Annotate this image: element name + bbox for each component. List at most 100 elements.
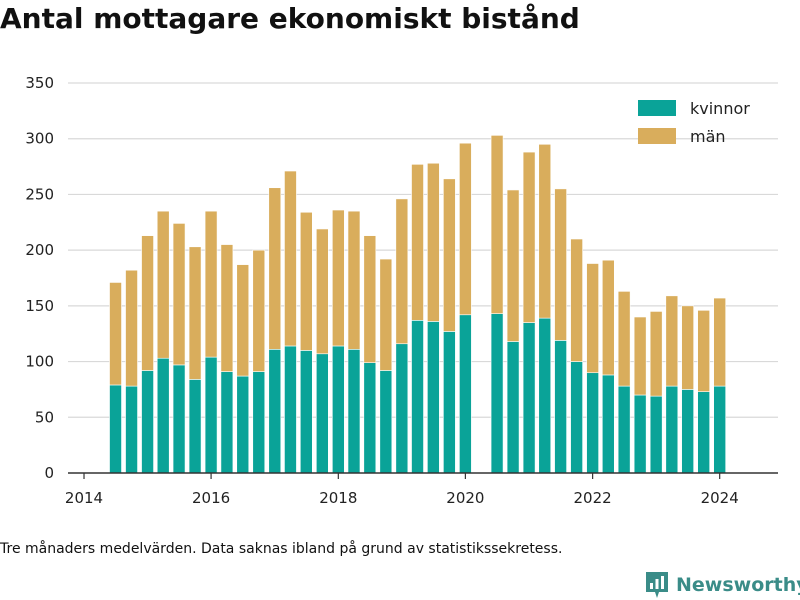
bar-kvinnor: [554, 340, 567, 474]
bar-man: [252, 249, 266, 372]
bar-man: [697, 310, 710, 392]
y-tick-label: 250: [25, 185, 54, 203]
bar-kvinnor: [633, 394, 647, 474]
bar-kvinnor: [538, 317, 552, 474]
bar-kvinnor: [236, 375, 250, 474]
bar-man: [156, 210, 170, 359]
bar-man: [268, 187, 282, 350]
legend-label: män: [690, 127, 726, 146]
bar-kvinnor: [347, 349, 361, 474]
bar-kvinnor: [252, 371, 266, 474]
bar-man: [649, 311, 663, 397]
bar-kvinnor: [681, 389, 694, 474]
bar-kvinnor: [713, 385, 726, 474]
bar-kvinnor: [220, 371, 234, 474]
bar-man: [172, 223, 186, 366]
bar-kvinnor: [109, 384, 122, 474]
bar-kvinnor: [649, 395, 663, 474]
bar-man: [236, 264, 250, 377]
newsworthy-logo-icon: [646, 572, 668, 598]
x-tick-label: 2016: [192, 489, 230, 507]
bar-kvinnor: [665, 385, 679, 474]
bar-man: [411, 164, 424, 321]
bar-kvinnor: [411, 320, 424, 474]
x-tick-label: 2018: [319, 489, 357, 507]
bar-man: [347, 210, 361, 350]
bar-man: [570, 238, 583, 362]
bar-man: [538, 143, 552, 319]
bar-kvinnor: [332, 345, 345, 474]
y-tick-label: 300: [25, 130, 54, 148]
bar-man: [713, 297, 726, 387]
y-tick-label: 0: [44, 464, 54, 482]
bar-kvinnor: [427, 321, 440, 474]
bar-man: [395, 198, 409, 345]
bar-man: [617, 291, 631, 387]
bar-kvinnor: [125, 385, 138, 474]
bar-man: [522, 151, 536, 323]
bar-man: [427, 162, 440, 322]
bar-kvinnor: [316, 353, 329, 474]
bar-kvinnor: [395, 343, 409, 474]
bar-kvinnor: [601, 374, 615, 474]
bar-kvinnor: [284, 345, 297, 474]
legend-label: kvinnor: [690, 99, 750, 118]
bar-man: [665, 295, 679, 387]
bar-man: [443, 178, 456, 332]
bar-man: [506, 189, 520, 342]
bar-kvinnor: [299, 350, 313, 474]
brand-logo[interactable]: Newsworthy: [644, 570, 800, 600]
bar-man: [363, 235, 377, 363]
bar-man: [586, 263, 599, 374]
bar-kvinnor: [506, 341, 520, 474]
bar-man: [109, 282, 122, 386]
bar-man: [125, 269, 138, 387]
bar-man: [633, 316, 647, 396]
footnote: Tre månaders medelvärden. Data saknas ib…: [0, 541, 563, 557]
x-tick-label: 2022: [574, 489, 612, 507]
y-tick-label: 350: [25, 74, 54, 92]
x-tick-label: 2014: [65, 489, 103, 507]
bar-kvinnor: [172, 364, 186, 474]
bar-kvinnor: [522, 322, 536, 474]
y-tick-label: 200: [25, 241, 54, 259]
y-tick-label: 50: [35, 408, 54, 426]
y-tick-label: 150: [25, 297, 54, 315]
bar-kvinnor: [570, 361, 583, 474]
x-axis: 2014 2016 2018 2020 2022 2024: [65, 472, 778, 507]
bar-kvinnor: [156, 357, 170, 474]
bar-man: [284, 170, 297, 347]
bar-kvinnor: [363, 362, 377, 474]
bar-man: [299, 211, 313, 351]
bar-kvinnor: [697, 391, 710, 474]
y-axis-ticks: 0 50 100 150 200 250 300 350: [25, 74, 54, 482]
bar-kvinnor: [490, 313, 504, 474]
y-tick-label: 100: [25, 353, 54, 371]
bar-kvinnor: [204, 356, 218, 474]
bar-man: [681, 305, 694, 390]
bar-kvinnor: [617, 385, 631, 474]
bar-kvinnor: [188, 379, 202, 474]
bar-man: [204, 210, 218, 358]
bar-man: [141, 235, 154, 371]
bar-man: [379, 258, 393, 371]
bar-kvinnor: [379, 370, 393, 474]
x-tick-label: 2024: [701, 489, 739, 507]
bar-man: [188, 246, 202, 380]
legend-swatch: [638, 100, 676, 116]
bar-man: [220, 244, 234, 372]
bars: [109, 135, 726, 474]
brand-name: Newsworthy: [676, 574, 800, 596]
bar-kvinnor: [268, 349, 282, 474]
bar-man: [601, 259, 615, 376]
bar-kvinnor: [586, 372, 599, 474]
bar-kvinnor: [141, 370, 154, 474]
bar-man: [459, 142, 472, 316]
bar-kvinnor: [443, 331, 456, 474]
legend-swatch: [638, 128, 676, 144]
bar-man: [332, 209, 345, 347]
bar-kvinnor: [459, 314, 472, 474]
bar-man: [490, 135, 504, 314]
x-tick-label: 2020: [446, 489, 484, 507]
